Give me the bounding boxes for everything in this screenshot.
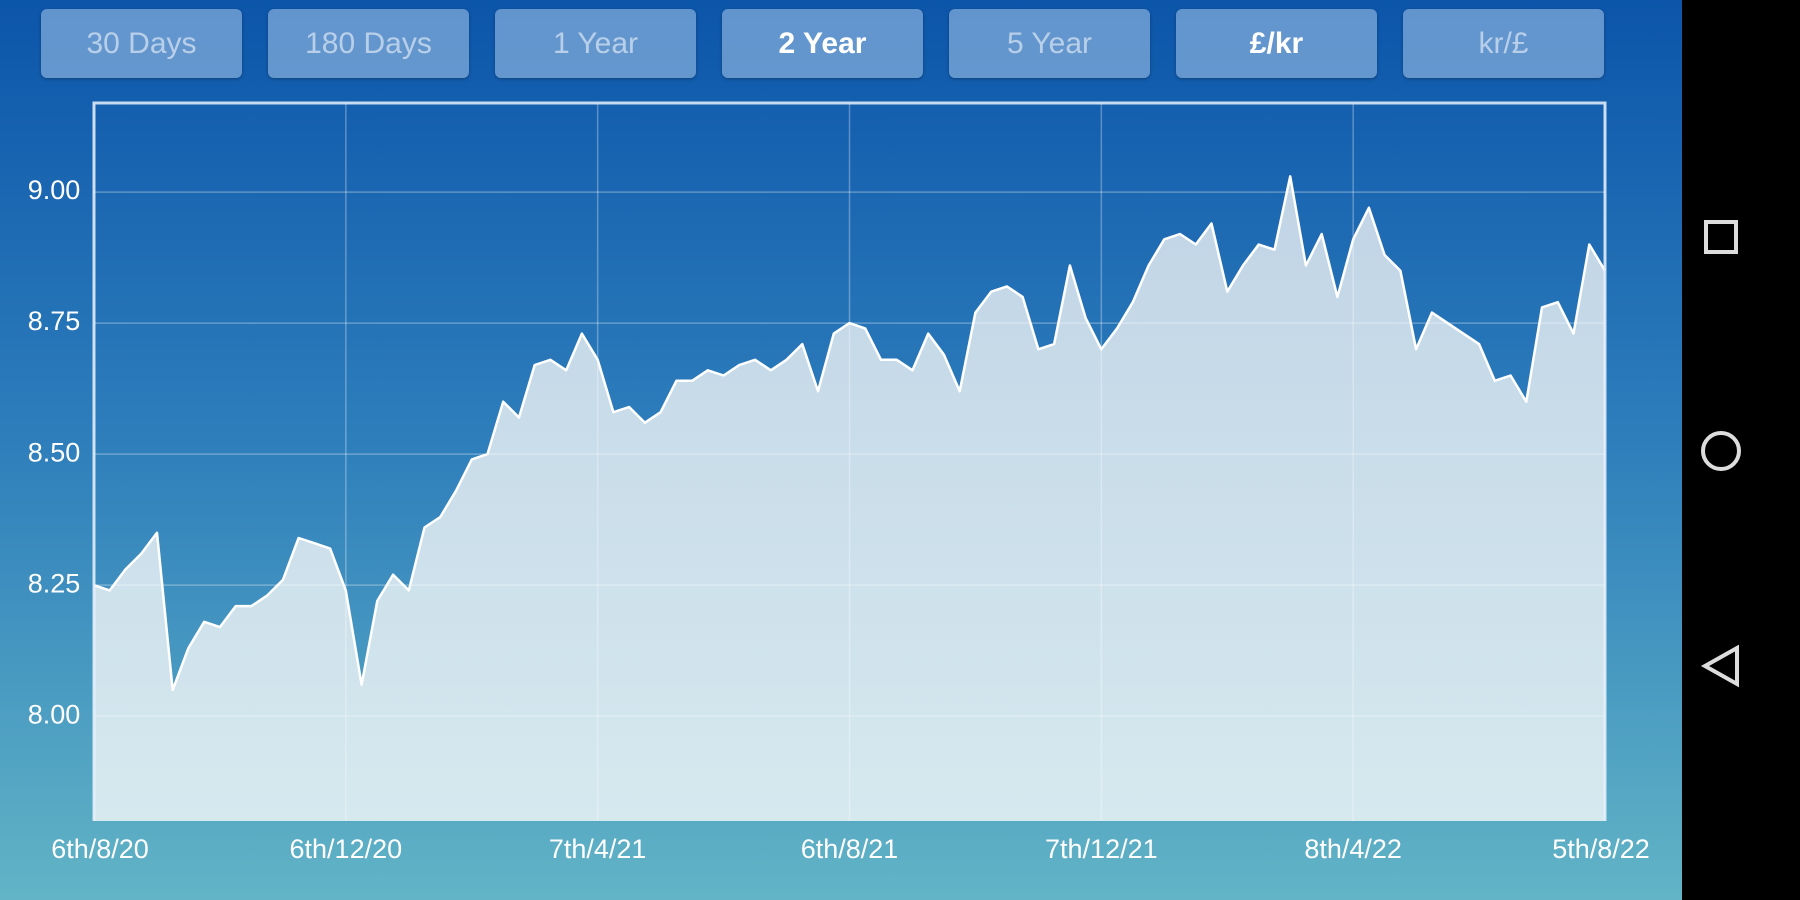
range-button[interactable]: 5 Year bbox=[949, 9, 1150, 78]
x-tick-label: 6th/8/21 bbox=[801, 834, 899, 864]
area bbox=[94, 176, 1605, 821]
home-button[interactable] bbox=[1701, 431, 1741, 471]
x-tick-label: 7th/4/21 bbox=[549, 834, 647, 864]
range-button[interactable]: 1 Year bbox=[495, 9, 696, 78]
x-tick-label: 6th/8/20 bbox=[51, 834, 149, 864]
x-tick-label: 6th/12/20 bbox=[290, 834, 403, 864]
range-button[interactable]: kr/£ bbox=[1403, 9, 1604, 78]
y-tick-label: 8.00 bbox=[28, 699, 81, 729]
line bbox=[93, 175, 1607, 692]
y-tick-label: 9.00 bbox=[28, 175, 81, 205]
plot-border bbox=[92, 101, 1607, 821]
nav-icons bbox=[1700, 220, 1741, 688]
x-tick-label: 5th/8/22 bbox=[1552, 834, 1650, 864]
chart: 8.00 8.25 8.50 8.75 9.00 6th/8/20 6th/12/20 7th… bbox=[28, 101, 1650, 864]
range-button[interactable]: 180 Days bbox=[268, 9, 469, 78]
range-button[interactable]: 30 Days bbox=[41, 9, 242, 78]
range-button[interactable]: 2 Year bbox=[722, 9, 923, 78]
x-tick-label: 8th/4/22 bbox=[1304, 834, 1402, 864]
back-button[interactable] bbox=[1700, 644, 1739, 688]
range-button[interactable]: £/kr bbox=[1176, 9, 1377, 78]
y-tick-label: 8.75 bbox=[28, 306, 81, 336]
x-tick-label: 7th/12/21 bbox=[1045, 834, 1158, 864]
recents-button[interactable] bbox=[1704, 220, 1738, 254]
y-tick-label: 8.25 bbox=[28, 568, 81, 598]
y-tick-label: 8.50 bbox=[28, 437, 81, 467]
navigation-bar bbox=[1682, 0, 1800, 900]
